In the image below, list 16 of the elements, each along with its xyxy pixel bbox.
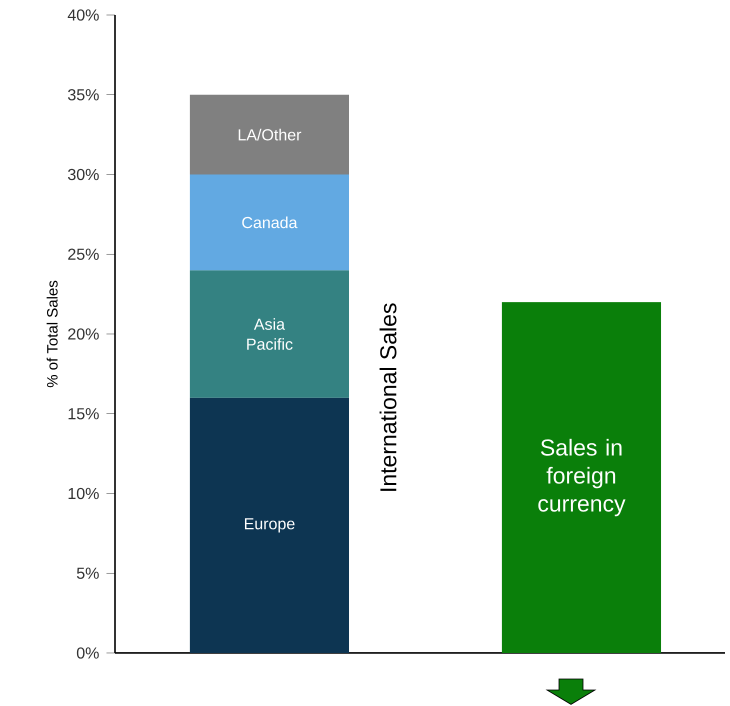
- y-tick-label: 30%: [68, 168, 99, 180]
- y-tick-label: 35%: [68, 89, 99, 100]
- series-label: Sales in foreign currency: [538, 438, 626, 516]
- y-tick-label: 15%: [68, 408, 99, 420]
- series-label: LA/Other: [238, 128, 302, 140]
- annotation: International Sales: [380, 303, 396, 491]
- series-label: Asia Pacific: [247, 318, 293, 350]
- y-tick-label: 0%: [76, 647, 99, 659]
- y-tick-label: 10%: [68, 488, 99, 500]
- y-axis-title: % of Total Sales: [46, 280, 58, 388]
- y-tick-label: 25%: [68, 248, 99, 260]
- series-label: Europe: [244, 518, 295, 533]
- y-tick-label: 20%: [68, 328, 99, 340]
- y-tick-label: 40%: [68, 9, 99, 21]
- series-label: Canada: [242, 216, 298, 228]
- y-tick-label: 5%: [76, 568, 99, 579]
